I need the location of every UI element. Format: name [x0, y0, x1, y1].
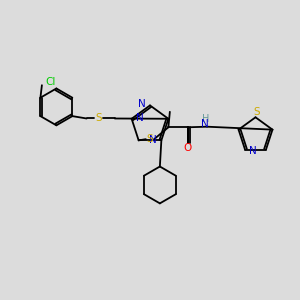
- Text: O: O: [184, 143, 192, 153]
- Text: Cl: Cl: [45, 77, 56, 87]
- Text: N: N: [149, 135, 157, 146]
- Text: N: N: [201, 119, 209, 129]
- Text: S: S: [254, 107, 260, 117]
- Text: N: N: [138, 99, 146, 109]
- Text: N: N: [136, 112, 143, 123]
- Text: S: S: [95, 113, 102, 124]
- Text: N: N: [250, 146, 257, 156]
- Text: H: H: [202, 114, 209, 124]
- Text: S: S: [147, 134, 153, 144]
